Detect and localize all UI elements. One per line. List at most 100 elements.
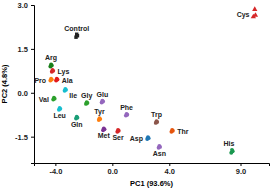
point-label: Ala [62,77,73,84]
point [170,128,174,132]
point [101,100,105,104]
plot-area [48,6,258,154]
point [58,107,62,111]
series [74,33,79,39]
series [100,99,105,105]
point-label: Asn [153,150,166,157]
series [50,68,55,74]
x-tick: 9.0 [236,163,246,176]
x-tick-mark [169,163,170,166]
point [75,115,79,119]
y-tick-label: 0.0 [18,89,28,98]
point-label: Gln [71,121,83,128]
y-axis-title: PC2 (4.8%) [0,64,9,103]
x-tick: 4.0 [165,163,175,176]
point [125,112,129,116]
series [169,128,174,134]
point [53,97,57,101]
chart: -4.00.04.09.03.01.50.0-1.5PC1 (93.6%)PC2… [0,0,273,189]
point-label: Control [64,25,89,32]
point-label: His [224,140,235,147]
point-labels: ControlCysArgLysProAlaIleValLeuGlyGluGln… [34,11,249,157]
point [52,96,56,100]
point [85,100,89,104]
point-label: Thr [177,128,189,135]
point [158,145,162,149]
y-tick: 1.5 [18,45,34,54]
point [75,116,79,120]
point [157,144,161,148]
series [63,87,68,93]
point [252,6,257,11]
series [51,96,56,102]
series [157,144,162,150]
y-tick-mark [31,93,34,94]
y-tick: -1.5 [15,133,34,142]
point [55,77,59,81]
point-label: Met [98,132,111,139]
series [101,127,106,133]
series [97,116,102,122]
series [251,6,258,18]
y-axis: 3.0 1.5 0.0 -1.5 [15,1,34,164]
point [51,68,55,72]
point [155,120,159,124]
point [125,113,129,117]
point [64,88,68,92]
x-tick: 0.0 [108,163,118,176]
point [116,128,120,132]
y-tick-label: -1.5 [15,133,28,142]
series [57,106,62,112]
series [74,115,79,121]
point [50,64,54,68]
point-label: Leu [53,112,65,119]
point-label: Ile [69,92,77,99]
point [51,69,55,73]
y-tick-mark [31,49,34,50]
x-tick-label: -4.0 [49,167,62,176]
x-tick-label: 9.0 [236,167,246,176]
series [154,119,159,125]
series [145,135,150,141]
point [146,135,150,139]
y-tick-label: 1.5 [18,45,28,54]
series [115,128,120,134]
point-label: Ser [112,134,124,141]
y-axis-line [31,6,35,164]
point [98,117,102,121]
point [49,77,53,81]
point-label: Cys [237,11,250,19]
point-label: Glu [97,91,109,98]
point [85,101,89,105]
point [117,129,121,133]
x-tick-mark [241,163,242,166]
x-axis: -4.0 0.0 4.0 9.0 [35,163,270,176]
point-label: Asp [130,135,143,143]
point [58,106,62,110]
point-label: Arg [45,54,57,62]
point-label: Trp [151,111,162,119]
y-tick: 0.0 [18,89,34,98]
point [103,127,107,131]
point-label: Pro [34,77,46,84]
point [231,149,235,153]
series [84,100,89,106]
point [100,99,104,103]
point-label: Gly [81,92,92,100]
y-tick: 3.0 [18,1,34,10]
series [48,77,53,83]
series [48,62,53,68]
point [98,116,102,120]
point-label: Tyr [94,108,105,116]
point [56,78,60,82]
point [102,127,106,131]
point-label: Phe [120,104,133,111]
y-tick-label: 3.0 [18,1,28,10]
series [229,148,234,155]
point [155,119,159,123]
x-tick-mark [112,163,113,166]
point [63,87,67,91]
point [253,12,258,17]
series [54,77,59,83]
x-tick: -4.0 [49,163,62,176]
